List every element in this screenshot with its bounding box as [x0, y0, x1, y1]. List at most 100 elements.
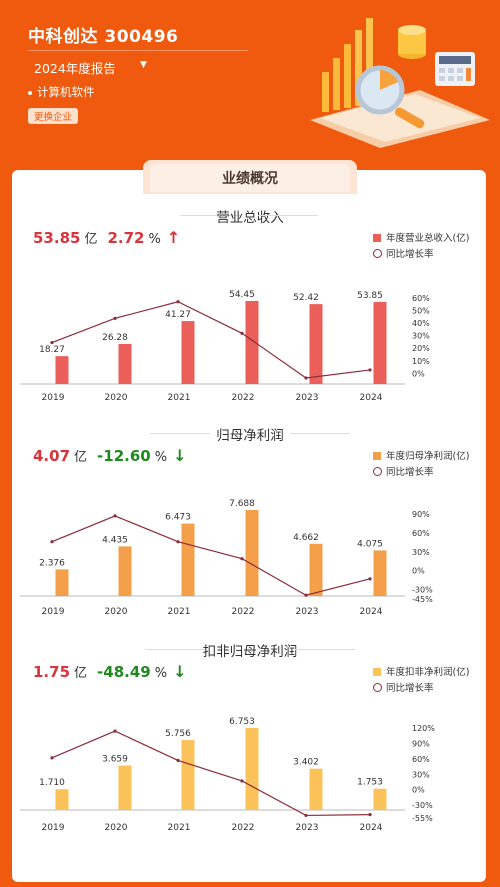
growth-point	[50, 756, 54, 760]
headline-change-unit: %	[154, 450, 168, 465]
bar-value-label: 26.28	[102, 333, 128, 343]
headline-change: -12.60	[97, 447, 151, 465]
growth-line	[51, 301, 371, 379]
title-rule-right	[258, 215, 318, 216]
y-tick-label: 120%	[412, 724, 435, 733]
legend-bar[interactable]: 年度扣非净利润(亿)	[373, 665, 469, 681]
chart-title: 扣非归母净利润	[202, 644, 298, 660]
headline-unit: 亿	[84, 232, 98, 247]
finance-illustration	[310, 18, 490, 148]
trend-down-icon: ↓	[173, 446, 187, 465]
legend-bar[interactable]: 年度营业总收入(亿)	[373, 231, 469, 247]
x-tick-label: 2019	[42, 607, 65, 617]
bar-value-label: 4.435	[102, 535, 128, 545]
title-rule-left	[150, 433, 210, 434]
x-tick-label: 2021	[168, 393, 191, 403]
x-tick-label: 2020	[105, 823, 128, 833]
growth-point	[304, 593, 308, 597]
bar-value-label: 7.688	[229, 499, 255, 509]
growth-point	[176, 300, 180, 304]
bar-value-label: 54.45	[229, 290, 255, 300]
headline-change-unit: %	[148, 232, 161, 247]
legend-bar-label: 年度归母净利润(亿)	[386, 451, 470, 462]
y-tick-label: 50%	[412, 307, 430, 316]
title-rule-right	[290, 433, 350, 434]
legend-bar-label: 年度营业总收入(亿)	[386, 233, 470, 244]
legend-line-label: 同比增长率	[386, 467, 434, 478]
bar-value-label: 5.756	[165, 729, 191, 739]
bar-value-label: 4.662	[293, 533, 319, 543]
growth-point	[368, 813, 372, 817]
headline-value: 53.85	[33, 229, 81, 247]
growth-point	[50, 340, 54, 345]
y-tick-label: -30%	[412, 801, 433, 810]
headline: 53.85 亿 2.72% ↑	[33, 228, 180, 247]
growth-point	[304, 376, 308, 380]
bar-value-label: 53.85	[357, 291, 383, 301]
header: 中科创达 300496 2024年度报告 ▼ 计算机软件 更换企业	[0, 0, 500, 160]
y-tick-label: 30%	[412, 770, 430, 779]
bullet-icon	[28, 90, 32, 95]
bar	[373, 550, 387, 596]
bar	[181, 523, 195, 596]
legend-line-label: 同比增长率	[386, 683, 434, 694]
caret-down-icon[interactable]: ▼	[140, 60, 147, 70]
company-title: 中科创达 300496	[28, 27, 179, 47]
y-tick-label: -30%	[412, 586, 433, 595]
bar	[309, 543, 323, 596]
legend-line[interactable]: 同比增长率	[373, 681, 469, 697]
legend-line[interactable]: 同比增长率	[373, 247, 469, 263]
section-tab-label: 业绩概况	[150, 164, 350, 192]
net-profit-plot: 2.376 2019 4.435 2020 6.473 2021 7.688 2022 4.66…	[20, 499, 433, 617]
switch-company-button[interactable]: 更换企业	[28, 108, 79, 124]
bar-value-label: 3.659	[102, 755, 128, 765]
report-selector[interactable]: 2024年度报告	[34, 61, 116, 76]
growth-line	[51, 515, 371, 596]
growth-point	[368, 577, 372, 581]
bar-value-label: 2.376	[39, 558, 65, 568]
bar-value-label: 41.27	[165, 310, 191, 320]
headline: 4.07 亿 -12.60% ↓	[33, 446, 186, 465]
legend-bar[interactable]: 年度归母净利润(亿)	[373, 449, 469, 465]
x-tick-label: 2022	[232, 393, 255, 403]
y-tick-label: 60%	[412, 294, 430, 303]
section-tab: 业绩概况	[143, 160, 357, 194]
bar	[373, 788, 387, 810]
y-tick-label: 60%	[412, 529, 430, 538]
legend: 年度归母净利润(亿) 同比增长率	[373, 449, 469, 481]
net-profit-chart: 归母净利润 4.07 亿 -12.60% ↓ 年度归母净利润(亿) 同比增长率 2.3…	[0, 424, 500, 624]
title-rule-left	[180, 215, 240, 216]
y-tick-label: 30%	[412, 548, 430, 557]
y-tick-label: 40%	[412, 319, 430, 328]
y-tick-label: 0%	[412, 786, 425, 795]
x-tick-label: 2020	[105, 607, 128, 617]
headline-change: 2.72	[107, 229, 145, 247]
growth-point	[240, 331, 244, 335]
bar	[181, 740, 195, 810]
bar	[118, 765, 132, 810]
title-rule-left	[145, 649, 205, 650]
legend-swatch	[373, 452, 381, 460]
industry-tag: 计算机软件	[28, 84, 95, 100]
bar-value-label: 6.753	[229, 717, 255, 727]
y-tick-label: -45%	[412, 595, 433, 604]
bar	[118, 546, 132, 596]
legend-bar-label: 年度扣非净利润(亿)	[386, 667, 470, 678]
x-tick-label: 2024	[360, 393, 383, 403]
headline-unit: 亿	[74, 450, 88, 465]
header-divider	[28, 50, 248, 51]
trend-down-icon: ↓	[173, 662, 187, 681]
headline-change: -48.49	[97, 663, 151, 681]
growth-point	[113, 316, 117, 320]
chart-title: 营业总收入	[216, 210, 284, 226]
x-tick-label: 2024	[360, 607, 383, 617]
bar-value-label: 4.075	[357, 539, 383, 549]
x-tick-label: 2024	[360, 823, 383, 833]
bar	[118, 343, 132, 384]
y-tick-label: 0%	[412, 369, 425, 378]
growth-point	[240, 779, 244, 783]
legend-line[interactable]: 同比增长率	[373, 465, 469, 481]
headline-change-unit: %	[154, 666, 168, 681]
growth-point	[304, 813, 308, 818]
legend-circle-icon	[373, 467, 382, 476]
